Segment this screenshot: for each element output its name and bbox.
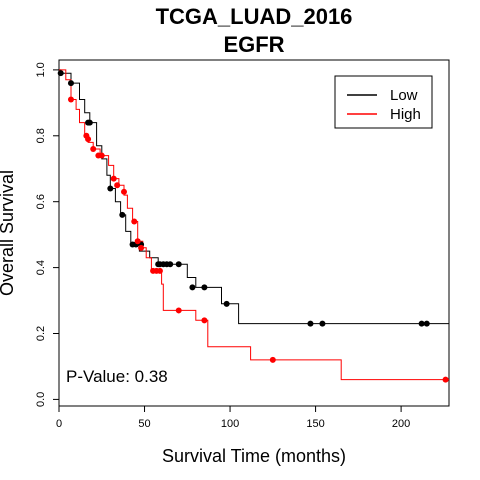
censor-point-high bbox=[90, 145, 97, 152]
y-axis: 0.0 0.2 0.4 0.6 0.8 1.0 bbox=[35, 62, 59, 407]
legend: Low High bbox=[334, 75, 433, 129]
censor-point-high bbox=[85, 136, 92, 143]
censor-point-low bbox=[167, 261, 174, 268]
censor-point-high bbox=[110, 175, 117, 182]
censor-point-low bbox=[57, 70, 64, 77]
censor-point-high bbox=[201, 317, 208, 324]
x-tick-label: 200 bbox=[392, 418, 410, 430]
censor-point-high bbox=[134, 238, 141, 245]
legend-label-high: High bbox=[390, 106, 421, 123]
x-tick-label: 150 bbox=[306, 418, 324, 430]
censor-point-low bbox=[67, 80, 74, 87]
survival-curves bbox=[59, 69, 449, 381]
x-tick-label: 100 bbox=[221, 418, 239, 430]
censor-point-low bbox=[189, 284, 196, 291]
censor-point-low bbox=[119, 211, 126, 218]
legend-label-low: Low bbox=[390, 87, 418, 104]
censor-point-low bbox=[319, 320, 326, 327]
y-tick-label: 0.2 bbox=[35, 326, 47, 341]
censor-point-low bbox=[86, 119, 93, 126]
censor-point-low bbox=[201, 284, 208, 291]
y-axis-title: Overall Survival bbox=[0, 170, 17, 296]
censor-point-low bbox=[307, 320, 314, 327]
x-axis-title: Survival Time (months) bbox=[162, 446, 346, 466]
x-tick-label: 0 bbox=[56, 418, 62, 430]
x-tick-label: 50 bbox=[138, 418, 150, 430]
censor-marks bbox=[57, 70, 449, 383]
y-tick-label: 0.4 bbox=[35, 260, 47, 275]
censor-point-high bbox=[175, 307, 182, 314]
survival-curve-high bbox=[59, 69, 449, 381]
y-tick-label: 1.0 bbox=[35, 62, 47, 77]
x-axis: 0 50 100 150 200 bbox=[56, 406, 410, 430]
censor-point-high bbox=[131, 218, 138, 225]
censor-point-high bbox=[138, 244, 145, 251]
censor-point-high bbox=[121, 188, 127, 195]
y-tick-label: 0.6 bbox=[35, 194, 47, 209]
survival-curve-low bbox=[59, 69, 449, 325]
censor-point-low bbox=[175, 261, 182, 268]
censor-point-low bbox=[223, 300, 230, 307]
plot-frame bbox=[58, 59, 450, 407]
chart-title: TCGA_LUAD_2016 bbox=[156, 4, 353, 29]
censor-point-high bbox=[156, 267, 163, 274]
legend-box bbox=[334, 75, 433, 129]
censor-point-high bbox=[442, 376, 449, 383]
p-value-annotation: P-Value: 0.38 bbox=[66, 367, 168, 386]
censor-point-high bbox=[269, 356, 276, 363]
censor-point-low bbox=[423, 320, 430, 327]
censor-point-low bbox=[418, 320, 425, 327]
y-tick-label: 0.0 bbox=[35, 392, 47, 407]
censor-point-low bbox=[107, 185, 114, 192]
censor-point-high bbox=[114, 182, 121, 189]
y-tick-label: 0.8 bbox=[35, 128, 47, 143]
censor-point-high bbox=[98, 152, 105, 159]
censor-point-high bbox=[67, 96, 74, 103]
chart-subtitle: EGFR bbox=[223, 32, 284, 57]
